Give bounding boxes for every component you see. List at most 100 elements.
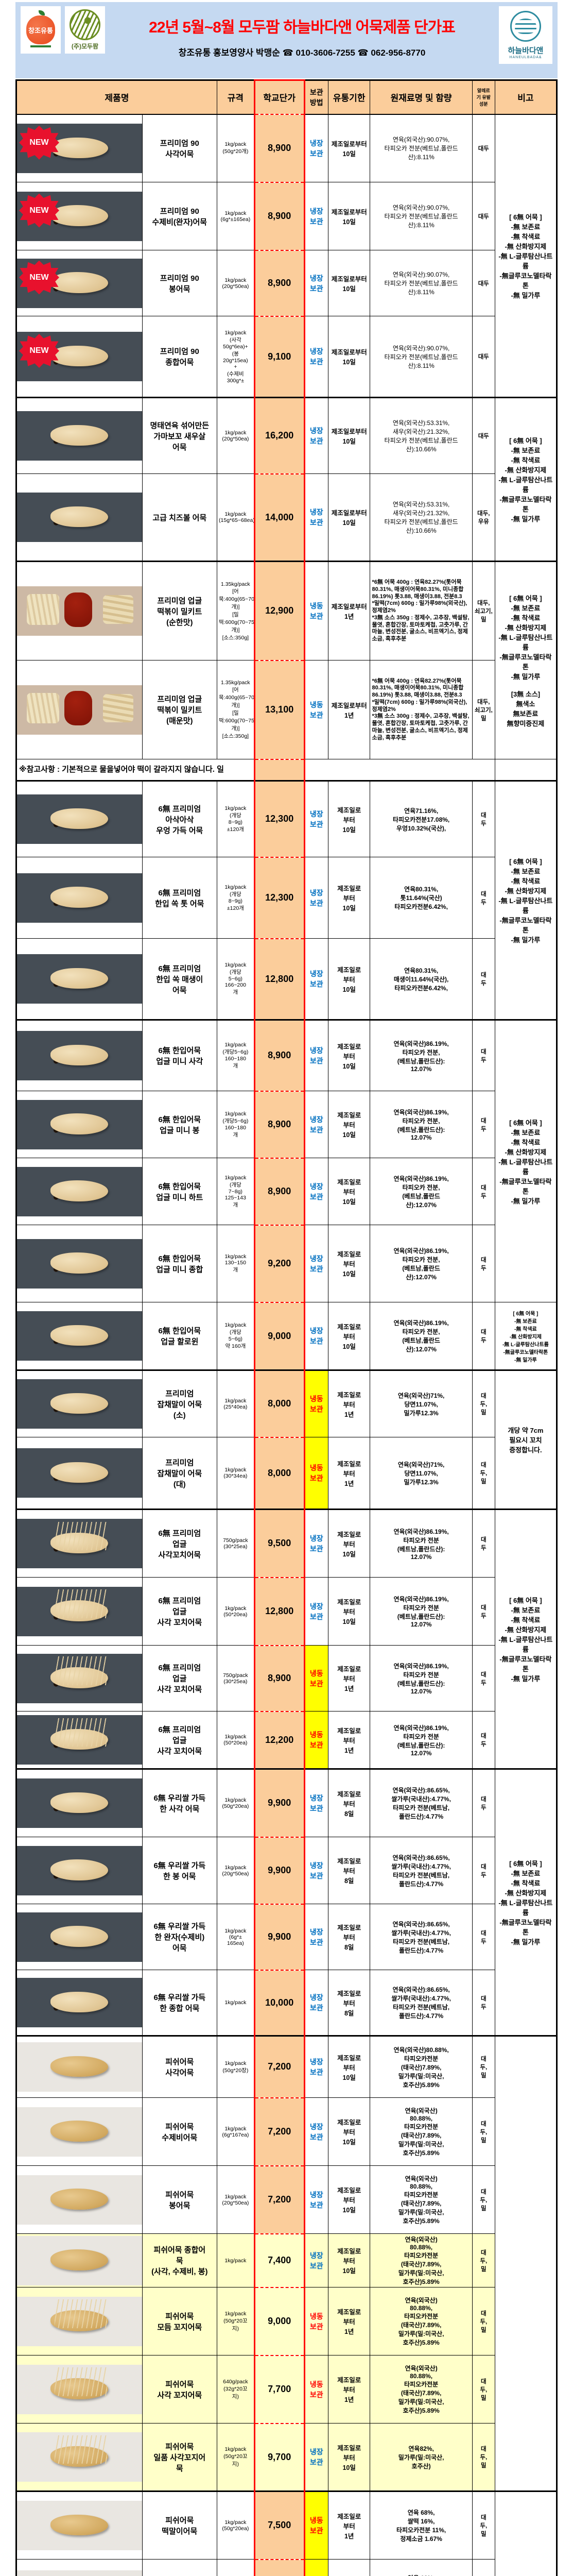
ingredients: 연육(외국산)86.19%, 타피오카 전분, (베트남,폴란드산): 12.0… — [370, 1091, 472, 1158]
shelf-life: 제조일로 부터 10일 — [328, 1020, 370, 1091]
storage-method: 냉장 보관 — [304, 114, 328, 182]
fish-cake-pile-image — [50, 2515, 108, 2535]
col-header-storage: 보관 방법 — [304, 80, 328, 114]
storage-method-label: 냉동 보관 — [310, 701, 323, 719]
school-price: 7,200 — [254, 2098, 304, 2166]
product-photo — [17, 1379, 142, 1429]
product-photo-cell: NEW — [16, 182, 143, 250]
ingredients: 연육(외국산)80.88%, 타피오카전분 (태국산)7.89%, 밀가루(밀:… — [370, 2036, 472, 2098]
ingredients: 연육(외국산):53.31%, 새우(외국산):21.32%, 타피오카 전분(… — [370, 398, 472, 474]
storage-method-label: 냉장 보관 — [310, 1327, 323, 1345]
col-header-spec: 규격 — [217, 80, 255, 114]
rice-cake-image — [27, 693, 59, 724]
product-photo-cell — [16, 2234, 143, 2287]
allergen: 대 두 — [472, 939, 495, 1020]
product-photo — [17, 1978, 142, 2027]
allergen: 대 두 — [472, 1646, 495, 1711]
product-photo-cell: NEW — [16, 316, 143, 398]
product-name: 고급 치즈볼 어묵 — [142, 474, 217, 562]
storage-method-label: 냉장 보관 — [310, 508, 323, 527]
product-spec: 1kg/pack (50g*20꼬 지) — [217, 2287, 255, 2355]
school-price: 8,900 — [254, 182, 304, 250]
product-name: 6無 프리미엄 업글 사각 꼬치어묵 — [142, 1646, 217, 1711]
storage-method: 냉장 보관 — [304, 2424, 328, 2492]
storage-method-label: 냉동 보관 — [310, 1669, 323, 1688]
storage-method: 냉장 보관 — [304, 2234, 328, 2287]
product-photo-cell — [16, 474, 143, 562]
shelf-life: 제조일로 부터 10일 — [328, 2166, 370, 2234]
remark: [ 6無 어묵 ] -無 보존료 -無 착색료 -無 산화방지제 -無 L-글루… — [495, 781, 557, 1020]
shelf-life: 제조일로 부터 1년 — [328, 2560, 370, 2576]
product-photo-cell — [16, 1091, 143, 1158]
product-photo-cell — [16, 1370, 143, 1437]
product-spec: 1kg/pack (50g*20장) — [217, 2036, 255, 2098]
allergen: 대 두, 밀 — [472, 1437, 495, 1510]
product-spec: 1kg/pack — [217, 1970, 255, 2036]
school-price: 12,200 — [254, 1711, 304, 1769]
product-name: 6無 우리쌀 가득 한 종합 어묵 — [142, 1970, 217, 2036]
storage-method-label: 냉장 보관 — [310, 2123, 323, 2141]
storage-method: 냉장 보관 — [304, 1158, 328, 1225]
ingredients: *6無 어묵 400g : 연육82.27%(톳어묵80.31%, 매생이어묵8… — [370, 562, 472, 660]
product-photo — [17, 2175, 142, 2225]
school-price: 9,700 — [254, 2424, 304, 2492]
shelf-life: 제조일로부터 10일 — [328, 398, 370, 474]
shelf-life: 제조일로 부터 8일 — [328, 1970, 370, 2036]
product-spec: 1kg/pack (개당 5~6g) 약 160개 — [217, 1302, 255, 1370]
fish-cake-pile-image — [50, 1325, 108, 1346]
ingredients: 연육71.16%, 타피오카전분17.08%, 우엉10.32%(국산), — [370, 781, 472, 857]
allergen: 대두 — [472, 114, 495, 182]
storage-method: 냉동 보관 — [304, 1646, 328, 1711]
product-spec: 1kg/pack (50g*20ea) — [217, 1769, 255, 1837]
shelf-life: 제조일로부터 10일 — [328, 182, 370, 250]
product-photo-cell — [16, 1302, 143, 1370]
storage-method: 냉동 보관 — [304, 1370, 328, 1437]
fish-cake-pile-image — [50, 346, 108, 366]
product-photo-cell — [16, 660, 143, 759]
product-spec: 1kg/pack (20g*50ea) — [217, 2166, 255, 2234]
shelf-life: 제조일로 부터 10일 — [328, 857, 370, 939]
allergen: 대 두, 밀 — [472, 2166, 495, 2234]
product-name: 명태연육 섞어만든 가마보꼬 새우살 어묵 — [142, 398, 217, 474]
product-photo-cell — [16, 2036, 143, 2098]
storage-method: 냉장 보관 — [304, 1769, 328, 1837]
product-name: 프리미엄 업글 떡볶이 밀키트 (매운맛) — [142, 660, 217, 759]
product-spec: 1kg/pack (개당 7~8g) 125~143 개 — [217, 1158, 255, 1225]
skewer-sticks-image — [55, 2367, 107, 2396]
allergen: 대 두, 밀 — [472, 2492, 495, 2560]
product-name: 6無 우리쌀 가득 한 완자(수제비) 어묵 — [142, 1904, 217, 1970]
storage-method: 냉동 보관 — [304, 1711, 328, 1769]
shelf-life: 제조일로부터 1년 — [328, 562, 370, 660]
product-photo — [17, 1519, 142, 1568]
product-name: 피쉬어묵 떡말이어묵 — [142, 2492, 217, 2560]
product-spec: 1kg/pack (개당 8~9g) ±120개 — [217, 857, 255, 939]
shelf-life: 제조일로 부터 10일 — [328, 2234, 370, 2287]
ingredients: 연육(외국산):86.65%, 쌀가루(국내산):4.77%, 타피오카 전분(… — [370, 1970, 472, 2036]
product-spec: 1kg/pack (6g*167ea) — [217, 2098, 255, 2166]
product-name: 6無 프리미엄 업글 사각 꼬치어묵 — [142, 1578, 217, 1646]
product-name: 6無 프리미엄 한입 쏙 매생이 어묵 — [142, 939, 217, 1020]
storage-method: 냉장 보관 — [304, 1837, 328, 1904]
product-name: 피쉬어묵 모듬 꼬지어묵 — [142, 2287, 217, 2355]
product-photo — [17, 1448, 142, 1498]
product-name: 피쉬어묵 일품 사각꼬지어 묵 — [142, 2424, 217, 2492]
product-spec: 1kg/pack (50g*20ea) — [217, 2560, 255, 2576]
fish-cake-pile-image — [50, 1113, 108, 1134]
sauce-pouch-image — [64, 691, 92, 725]
storage-method-label: 냉장 보관 — [310, 347, 323, 366]
storage-method-label: 냉장 보관 — [310, 970, 323, 988]
product-name: 6無 우리쌀 가득 한 사각 어묵 — [142, 1769, 217, 1837]
school-price: 9,200 — [254, 1225, 304, 1302]
product-photo-cell — [16, 781, 143, 857]
product-photo — [17, 411, 142, 461]
product-spec: 1kg/pack (50g*20개) — [217, 114, 255, 182]
allergen: 대 두 — [472, 1158, 495, 1225]
allergen: 대 두, 밀 — [472, 2355, 495, 2424]
storage-method-label: 냉동 보관 — [310, 602, 323, 620]
product-spec: 1kg/pack (50g*20꼬 지) — [217, 2424, 255, 2492]
